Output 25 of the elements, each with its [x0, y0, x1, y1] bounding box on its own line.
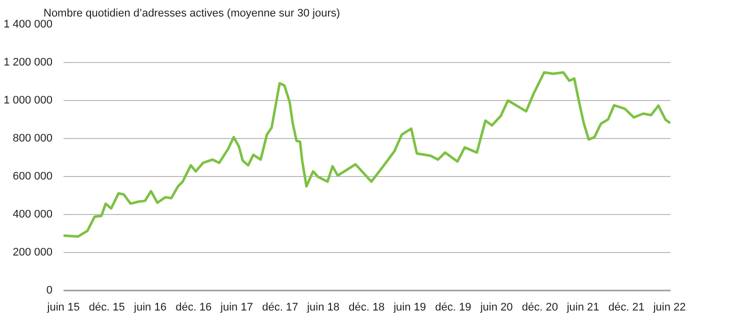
x-tick-label: juin 20 [479, 302, 513, 314]
x-tick-label: déc. 21 [608, 302, 644, 314]
x-tick-label: juin 17 [220, 302, 253, 314]
y-tick-label: 1 000 000 [4, 94, 52, 106]
x-tick-label: juin 19 [392, 302, 426, 314]
x-tick-label: juin 16 [133, 302, 166, 314]
x-tick-label: déc. 19 [435, 302, 472, 314]
y-tick-label: 1 400 000 [4, 18, 52, 30]
y-tick-label: 1 200 000 [4, 56, 52, 68]
y-tick-label: 0 [46, 284, 53, 296]
y-tick-label: 800 000 [12, 132, 53, 144]
line-series [64, 71, 670, 238]
x-tick-label: déc. 16 [176, 302, 212, 314]
x-tick-label: déc. 20 [522, 302, 558, 314]
x-tick-label: juin 22 [652, 302, 686, 314]
x-tick-label: déc. 18 [348, 302, 385, 314]
chart-title: Nombre quotidien d’adresses actives (moyenne sur 30 jours) [44, 8, 340, 20]
y-tick-label: 400 000 [12, 208, 53, 220]
x-tick-label: juin 21 [566, 302, 600, 314]
x-tick-label: déc. 17 [262, 302, 298, 314]
y-tick-label: 600 000 [12, 170, 53, 182]
x-tick-label: déc. 15 [88, 302, 125, 314]
x-tick-label: juin 18 [306, 302, 340, 314]
x-tick-label: juin 15 [46, 302, 80, 314]
y-tick-label: 200 000 [12, 246, 53, 258]
